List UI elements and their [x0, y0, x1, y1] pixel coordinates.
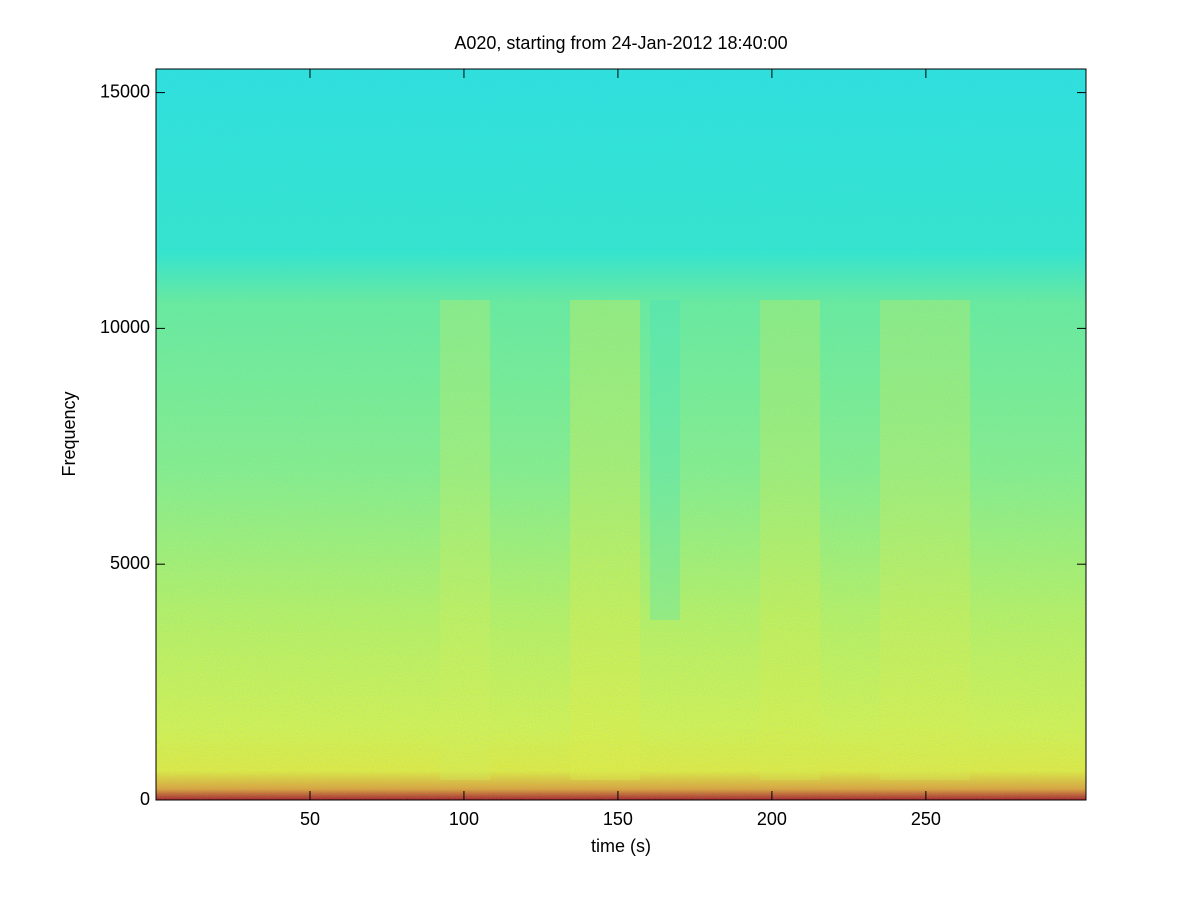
x-axis-label: time (s)	[591, 836, 651, 856]
x-tick-label: 250	[911, 809, 941, 829]
y-tick-label: 10000	[100, 317, 150, 337]
x-tick-label: 200	[757, 809, 787, 829]
x-tick-label: 100	[449, 809, 479, 829]
spectrogram-image	[156, 69, 1086, 800]
chart-title: A020, starting from 24-Jan-2012 18:40:00	[454, 33, 787, 53]
x-tick-label: 50	[300, 809, 320, 829]
y-tick-label: 15000	[100, 81, 150, 101]
plot-frame	[155, 68, 1087, 801]
y-tick-label: 0	[140, 789, 150, 809]
x-tick-label: 150	[603, 809, 633, 829]
y-tick-label: 5000	[110, 553, 150, 573]
y-axis-label: Frequency	[59, 391, 79, 476]
